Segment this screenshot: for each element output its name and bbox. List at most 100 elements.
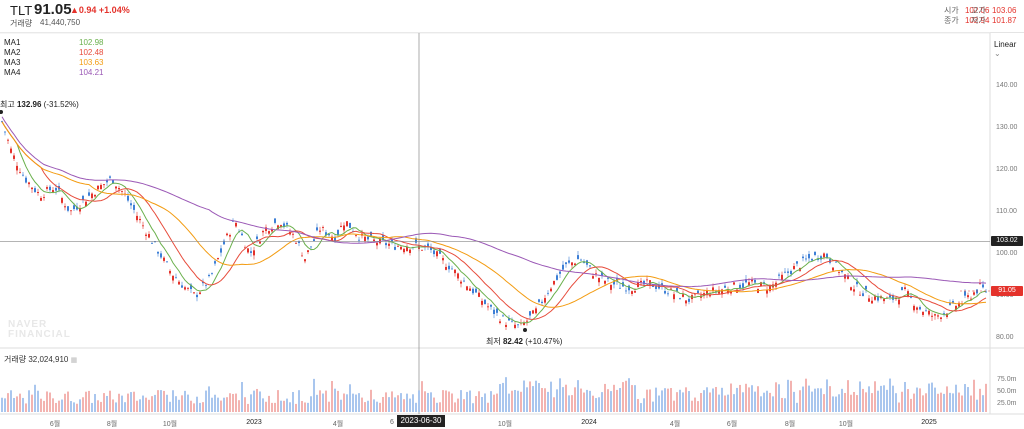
candle-body xyxy=(568,260,570,263)
candle-body xyxy=(598,277,600,283)
candle-body xyxy=(766,290,768,294)
candle-body xyxy=(601,272,603,276)
volume-bar xyxy=(715,386,717,412)
candle-body xyxy=(286,222,288,225)
ma4-value: 104.21 xyxy=(79,68,104,77)
volume-bar xyxy=(244,397,246,412)
candle-body xyxy=(667,293,669,295)
x-tick: 8월 xyxy=(106,421,118,428)
candle-body xyxy=(796,261,798,264)
candle-body xyxy=(937,315,939,317)
volume-bar xyxy=(895,393,897,412)
candle-body xyxy=(82,195,84,200)
volume-bar xyxy=(967,387,969,412)
candle-body xyxy=(643,280,645,285)
candle-body xyxy=(304,259,306,262)
volume-bar xyxy=(562,387,564,412)
volume-bar xyxy=(796,402,798,412)
candle-body xyxy=(844,274,846,279)
candle-body xyxy=(199,292,201,294)
candle-body xyxy=(226,233,228,236)
volume-bar xyxy=(817,388,819,412)
candle-body xyxy=(301,255,303,257)
ma3-line xyxy=(1,121,987,308)
volume-bar xyxy=(457,398,459,412)
candle-body xyxy=(13,155,15,159)
candle-body xyxy=(532,310,534,314)
x-tick: 6 xyxy=(390,419,394,426)
volume-bar xyxy=(637,398,639,412)
volume-bar xyxy=(514,389,516,412)
settings-icon[interactable]: ▦ xyxy=(70,357,78,364)
candle-body xyxy=(790,270,792,275)
volume-bar xyxy=(706,387,708,412)
candle-body xyxy=(97,185,99,190)
volume-bar xyxy=(880,385,882,412)
candle-body xyxy=(163,257,165,261)
volume-bar xyxy=(748,387,750,412)
candle-body xyxy=(481,300,483,305)
candle-body xyxy=(370,231,372,236)
volume-bar xyxy=(634,385,636,412)
volume-bar xyxy=(364,402,366,412)
volume-bar xyxy=(88,390,90,412)
candle-body xyxy=(517,324,519,326)
candle-body xyxy=(61,198,63,203)
volume-bar xyxy=(283,400,285,412)
candle-body xyxy=(478,292,480,297)
volume-bar xyxy=(307,402,309,412)
candle-body xyxy=(490,304,492,307)
low-annotation-value: 82.42 xyxy=(502,337,523,346)
scale-selector[interactable]: Linear ⌄ xyxy=(994,40,1024,58)
candle-body xyxy=(904,287,906,290)
volume-bar xyxy=(481,397,483,412)
candle-body xyxy=(451,268,453,270)
candle-body xyxy=(19,172,21,174)
candle-body xyxy=(262,230,264,233)
volume-bar xyxy=(202,402,204,412)
volume-bar xyxy=(727,394,729,412)
volume-bar xyxy=(874,381,876,412)
volume-bar xyxy=(52,398,54,412)
volume-bar xyxy=(526,387,528,412)
volume-bar xyxy=(58,400,60,412)
volume-label: 거래량 xyxy=(10,19,33,28)
candle-body xyxy=(571,262,573,266)
volume-bar xyxy=(394,397,396,412)
volume-bar xyxy=(592,395,594,412)
volume-bar xyxy=(553,397,555,412)
volume-bar xyxy=(322,393,324,412)
volume-bar xyxy=(820,388,822,412)
candle-body xyxy=(70,210,72,212)
candle-body xyxy=(682,294,684,297)
open-label: 시가 xyxy=(944,6,959,15)
candle-body xyxy=(166,261,168,263)
candle-body xyxy=(103,184,105,186)
volume-bar xyxy=(538,383,540,412)
candle-body xyxy=(472,288,474,294)
candle-body xyxy=(562,264,564,270)
candle-body xyxy=(328,233,330,236)
candle-body xyxy=(100,184,102,190)
volume-bar xyxy=(148,399,150,412)
candle-body xyxy=(319,230,321,232)
candle-body xyxy=(892,295,894,300)
candle-body xyxy=(388,243,390,246)
candle-body xyxy=(148,234,150,238)
candle-body xyxy=(157,251,159,254)
ma3-label: MA3 xyxy=(4,58,21,67)
x-tick: 8월 xyxy=(784,421,796,428)
candle-body xyxy=(883,299,885,302)
volume-bar xyxy=(1,397,3,412)
volume-bar xyxy=(193,403,195,412)
volume-bar xyxy=(556,389,558,412)
volume-bar xyxy=(232,393,234,412)
volume-bar xyxy=(400,393,402,412)
candle-body xyxy=(676,287,678,291)
volume-bar xyxy=(730,383,732,412)
low-marker xyxy=(523,328,527,332)
volume-bar xyxy=(832,396,834,412)
volume-bar xyxy=(589,390,591,412)
candle-body xyxy=(406,247,408,252)
